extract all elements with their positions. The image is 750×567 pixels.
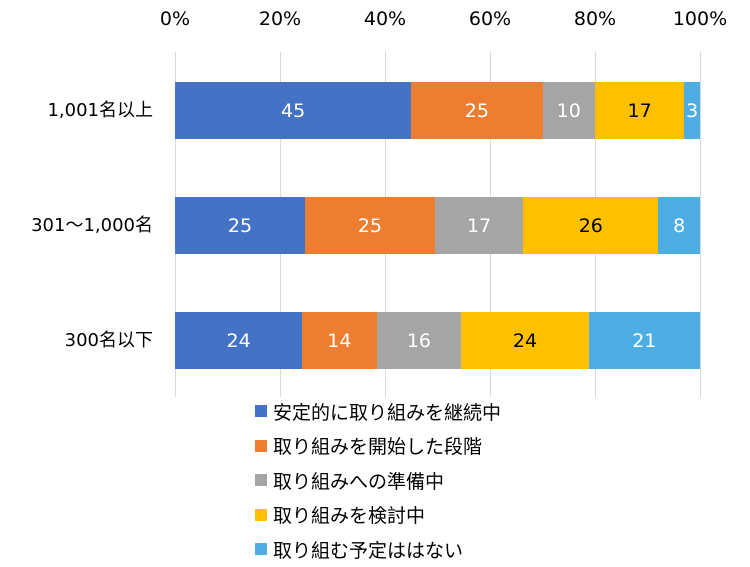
- bar-segment: 17: [595, 82, 685, 139]
- legend-swatch-icon: [255, 474, 267, 487]
- legend-item: 取り組みへの準備中: [255, 463, 501, 498]
- legend-swatch-icon: [255, 439, 267, 452]
- bar-segment: 45: [175, 82, 412, 139]
- category-label: 1,001名以上: [47, 100, 153, 121]
- legend: 安定的に取り組みを継続中 取り組みを開始した段階 取り組みへの準備中 取り組みを検討中…: [255, 394, 501, 567]
- bar-segment: 8: [658, 197, 700, 254]
- legend-swatch-icon: [255, 543, 267, 556]
- bar-segment: 16: [376, 312, 462, 369]
- x-tick-label: 60%: [468, 8, 512, 30]
- bar-segment: 25: [411, 82, 543, 139]
- legend-label: 取り組みを検討中: [273, 505, 426, 528]
- bar-row: 24 14 16 24 21: [175, 312, 700, 369]
- category-label: 300名以下: [64, 330, 153, 351]
- legend-item: 安定的に取り組みを継続中: [255, 394, 501, 429]
- bar-segment: 14: [302, 312, 377, 369]
- bar-segment: 10: [542, 82, 595, 139]
- gridline: [700, 52, 701, 397]
- x-tick-label: 100%: [672, 8, 728, 30]
- legend-item: 取り組みを検討中: [255, 498, 501, 533]
- bar-segment: 21: [588, 312, 700, 369]
- legend-label: 取り組みへの準備中: [273, 470, 445, 493]
- category-label: 301〜1,000名: [31, 215, 153, 236]
- legend-label: 取り組む予定ははない: [273, 539, 464, 562]
- bar-segment: 25: [175, 197, 305, 254]
- bar-segment: 26: [523, 197, 659, 254]
- legend-label: 安定的に取り組みを継続中: [273, 401, 502, 424]
- legend-label: 取り組みを開始した段階: [273, 436, 483, 459]
- legend-swatch-icon: [255, 405, 267, 418]
- legend-item: 取り組む予定ははない: [255, 532, 501, 567]
- x-tick-label: 40%: [363, 8, 407, 30]
- legend-item: 取り組みを開始した段階: [255, 429, 501, 464]
- bar-segment: 24: [461, 312, 589, 369]
- x-tick-label: 20%: [258, 8, 302, 30]
- bar-segment: 24: [175, 312, 303, 369]
- bar-row: 45 25 10 17 3: [175, 82, 700, 139]
- legend-swatch-icon: [255, 508, 267, 521]
- x-tick-label: 0%: [159, 8, 191, 30]
- bar-segment: 25: [304, 197, 435, 254]
- bar-row: 25 25 17 26 8: [175, 197, 700, 254]
- bar-segment: 3: [684, 82, 700, 139]
- bar-segment: 17: [434, 197, 524, 254]
- x-tick-label: 80%: [573, 8, 617, 30]
